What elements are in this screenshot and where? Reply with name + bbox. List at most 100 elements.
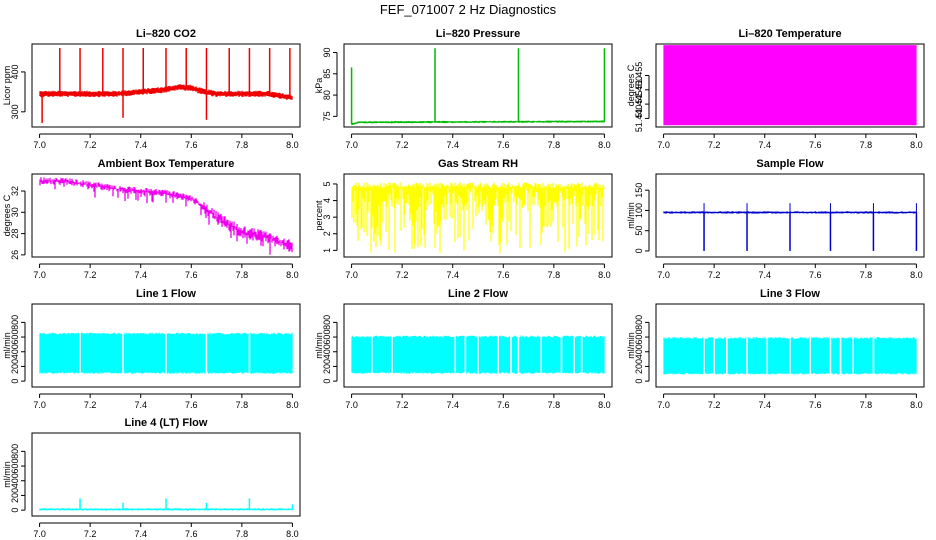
data-band bbox=[351, 335, 605, 374]
chart-panel-6: Sample Flow ml/min 7.0 7.2 7.4 7.6 7.8 8.0 0 50 10… bbox=[626, 158, 925, 280]
x-tick-label: 7.6 bbox=[185, 400, 198, 410]
x-tick-label: 8.0 bbox=[286, 529, 299, 539]
panel-title: Line 3 Flow bbox=[760, 288, 820, 300]
panel-title: Line 4 (LT) Flow bbox=[125, 417, 208, 429]
data-area bbox=[39, 498, 294, 511]
y-tick-label: 4 bbox=[322, 198, 332, 203]
y-tick-label: 300 bbox=[10, 104, 20, 119]
x-tick-label: 8.0 bbox=[910, 140, 923, 150]
y-axis-label: percent bbox=[314, 200, 324, 231]
x-tick-label: 7.0 bbox=[33, 270, 46, 280]
y-axis-label: ml/min bbox=[314, 332, 324, 359]
chart-panel-8: Line 2 Flow ml/min 7.0 7.2 7.4 7.6 7.8 8.0 0 2004… bbox=[314, 288, 613, 410]
x-tick-label: 7.2 bbox=[708, 140, 721, 150]
panel-title: Li–820 Temperature bbox=[738, 28, 841, 40]
plot-frame bbox=[31, 173, 301, 258]
figure-title: FEF_071007 2 Hz Diagnostics bbox=[380, 2, 557, 17]
x-tick-label: 7.6 bbox=[809, 400, 822, 410]
x-tick-label: 8.0 bbox=[910, 270, 923, 280]
y-tick-label: 200 bbox=[10, 359, 20, 374]
chart-panel-2: Li–820 Pressure kPa 7.0 7.2 7.4 7.6 7.8 8.0 75 80… bbox=[314, 28, 613, 150]
data-series bbox=[39, 84, 293, 100]
data-area bbox=[39, 177, 293, 255]
x-tick-label: 7.4 bbox=[134, 400, 147, 410]
x-tick-label: 7.8 bbox=[860, 140, 873, 150]
data-band bbox=[663, 337, 917, 375]
y-tick-label: 0 bbox=[634, 248, 644, 253]
data-area bbox=[663, 336, 917, 376]
y-tick-label: 600 bbox=[322, 330, 332, 345]
plot-frame bbox=[655, 303, 925, 388]
y-tick-label: 0 bbox=[322, 379, 332, 384]
x-tick-label: 7.6 bbox=[809, 270, 822, 280]
y-tick-label: 80 bbox=[322, 90, 332, 100]
x-tick-label: 8.0 bbox=[286, 270, 299, 280]
y-tick-label: 0 bbox=[634, 379, 644, 384]
data-area bbox=[39, 47, 293, 124]
y-tick-label: 32 bbox=[10, 186, 20, 196]
y-axis-label: ml/min bbox=[2, 461, 12, 488]
x-tick-label: 7.0 bbox=[345, 400, 358, 410]
panel-title: Li–820 CO2 bbox=[136, 28, 196, 40]
panel-title: Sample Flow bbox=[756, 158, 824, 170]
x-tick-label: 7.4 bbox=[758, 140, 771, 150]
y-axis-label: ml/min bbox=[2, 332, 12, 359]
plot-frame bbox=[343, 303, 613, 388]
plot-frame bbox=[31, 303, 301, 388]
x-tick-label: 7.4 bbox=[446, 270, 459, 280]
x-tick-label: 7.2 bbox=[84, 270, 97, 280]
x-tick-label: 7.6 bbox=[185, 529, 198, 539]
y-tick-label: 51.440 bbox=[634, 105, 644, 133]
y-tick-label: 100 bbox=[634, 203, 644, 218]
y-tick-label: 400 bbox=[634, 344, 644, 359]
x-tick-label: 7.8 bbox=[548, 140, 561, 150]
y-tick-label: 30 bbox=[10, 207, 20, 217]
x-tick-label: 7.2 bbox=[708, 400, 721, 410]
x-tick-label: 7.0 bbox=[345, 270, 358, 280]
data-band bbox=[663, 45, 917, 126]
x-tick-label: 7.8 bbox=[548, 400, 561, 410]
x-tick-label: 7.2 bbox=[708, 270, 721, 280]
y-axis-label: ml/min bbox=[626, 332, 636, 359]
y-tick-label: 200 bbox=[322, 359, 332, 374]
y-axis-label: ml/min bbox=[626, 202, 636, 229]
y-tick-label: 800 bbox=[634, 315, 644, 330]
chart-panel-3: Li–820 Temperature degrees C 7.0 7.2 7.4 7.6 7… bbox=[626, 28, 925, 150]
y-axis-label: Licor ppm bbox=[2, 66, 12, 106]
x-tick-label: 7.0 bbox=[657, 400, 670, 410]
chart-panel-10: Line 4 (LT) Flow ml/min 7.0 7.2 7.4 7.6 7.8 8.0… bbox=[2, 417, 301, 539]
y-tick-label: 50 bbox=[634, 226, 644, 236]
y-tick-label: 800 bbox=[10, 444, 20, 459]
x-tick-label: 7.6 bbox=[185, 270, 198, 280]
data-area bbox=[351, 334, 605, 375]
plot-frame bbox=[31, 432, 301, 517]
x-tick-label: 8.0 bbox=[598, 270, 611, 280]
y-tick-label: 400 bbox=[10, 344, 20, 359]
x-tick-label: 7.2 bbox=[396, 400, 409, 410]
x-tick-label: 7.0 bbox=[345, 140, 358, 150]
x-tick-label: 7.8 bbox=[860, 400, 873, 410]
data-area bbox=[351, 182, 605, 254]
data-area bbox=[350, 48, 606, 126]
chart-panel-7: Line 1 Flow ml/min 7.0 7.2 7.4 7.6 7.8 8.0 0 2004… bbox=[2, 288, 301, 410]
plot-frame bbox=[655, 43, 925, 128]
x-tick-label: 7.6 bbox=[497, 140, 510, 150]
x-tick-label: 7.4 bbox=[758, 270, 771, 280]
x-tick-label: 7.8 bbox=[236, 270, 249, 280]
data-band bbox=[39, 332, 293, 374]
x-tick-label: 7.0 bbox=[657, 140, 670, 150]
x-tick-label: 7.0 bbox=[33, 529, 46, 539]
x-tick-label: 7.6 bbox=[497, 400, 510, 410]
panel-title: Line 2 Flow bbox=[448, 288, 508, 300]
data-area bbox=[663, 203, 918, 251]
y-tick-label: 28 bbox=[10, 229, 20, 239]
y-tick-label: 200 bbox=[634, 359, 644, 374]
x-tick-label: 7.8 bbox=[860, 270, 873, 280]
x-tick-label: 7.8 bbox=[236, 140, 249, 150]
x-tick-label: 7.4 bbox=[134, 270, 147, 280]
data-series bbox=[39, 177, 293, 255]
x-tick-label: 7.4 bbox=[134, 140, 147, 150]
y-tick-label: 3 bbox=[322, 215, 332, 220]
y-tick-label: 2 bbox=[322, 231, 332, 236]
